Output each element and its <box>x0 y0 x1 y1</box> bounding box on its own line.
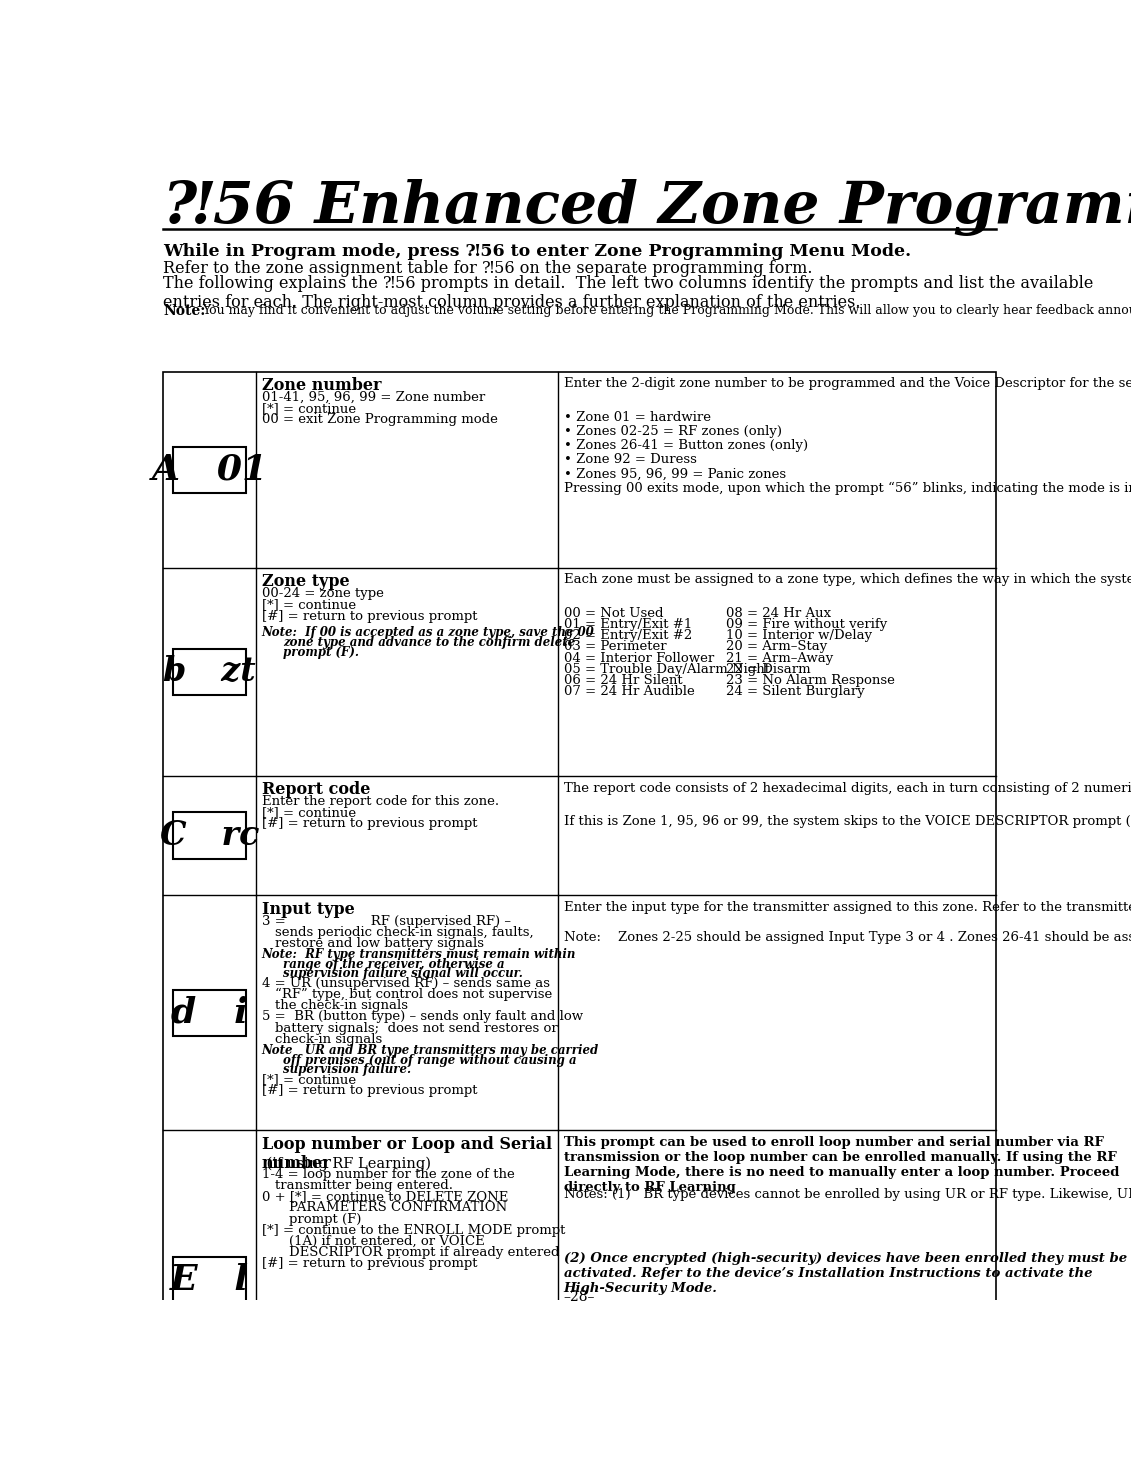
Text: 09 = Fire without verify: 09 = Fire without verify <box>726 618 888 631</box>
Text: zone type and advance to the confirm delete: zone type and advance to the confirm del… <box>283 636 576 649</box>
Text: off premises (out of range without causing a: off premises (out of range without causi… <box>283 1053 577 1067</box>
Text: [*] = continue: [*] = continue <box>261 402 355 415</box>
Text: (1A) if not entered, or VOICE: (1A) if not entered, or VOICE <box>288 1235 484 1248</box>
Text: A   01: A 01 <box>152 453 268 487</box>
Text: check-in signals: check-in signals <box>276 1033 382 1046</box>
Text: [#] = return to previous prompt: [#] = return to previous prompt <box>261 818 477 830</box>
Text: 10 = Interior w/Delay: 10 = Interior w/Delay <box>726 630 873 643</box>
Text: Zone number: Zone number <box>261 377 381 394</box>
Text: sends periodic check-in signals, faults,: sends periodic check-in signals, faults, <box>276 926 534 938</box>
Text: [*] = continue: [*] = continue <box>261 1072 355 1086</box>
Text: ⁈56 Enhanced Zone Programming Mode: ⁈56 Enhanced Zone Programming Mode <box>163 180 1131 237</box>
Text: 06 = 24 Hr Silent: 06 = 24 Hr Silent <box>563 674 682 687</box>
Text: prompt (F): prompt (F) <box>288 1213 361 1226</box>
Text: 03 = Perimeter: 03 = Perimeter <box>563 640 666 653</box>
Text: [*] = continue: [*] = continue <box>261 599 355 612</box>
Bar <box>173 447 247 492</box>
Text: Note:  If 00 is accepted as a zone type, save the 00: Note: If 00 is accepted as a zone type, … <box>261 627 594 640</box>
Text: Zone type: Zone type <box>261 573 349 590</box>
Text: transmitter being entered.: transmitter being entered. <box>276 1179 454 1192</box>
Text: The following explains the ⁈56 prompts in detail.  The left two columns identify: The following explains the ⁈56 prompts i… <box>163 275 1094 311</box>
Text: The report code consists of 2 hexadecimal digits, each in turn consisting of 2 n: The report code consists of 2 hexadecima… <box>563 782 1131 795</box>
Text: 21 = Arm–Away: 21 = Arm–Away <box>726 652 834 665</box>
Text: d   i: d i <box>171 996 248 1030</box>
Text: (if using RF Learning): (if using RF Learning) <box>261 1157 431 1172</box>
Text: 0 + [*] = continue to DELETE ZONE: 0 + [*] = continue to DELETE ZONE <box>261 1191 508 1204</box>
Text: 1-4 = loop number for the zone of the: 1-4 = loop number for the zone of the <box>261 1167 515 1180</box>
Text: Note   UR and BR type transmitters may be carried: Note UR and BR type transmitters may be … <box>261 1043 598 1056</box>
Text: You may find it convenient to adjust the volume setting before entering the Prog: You may find it convenient to adjust the… <box>201 304 1131 317</box>
Text: 23 = No Alarm Response: 23 = No Alarm Response <box>726 674 896 687</box>
Text: 22 = Disarm: 22 = Disarm <box>726 663 811 676</box>
Text: 5 =  BR (button type) – sends only fault and low: 5 = BR (button type) – sends only fault … <box>261 1011 582 1023</box>
Text: 00-24 = zone type: 00-24 = zone type <box>261 587 383 600</box>
Text: [*] = continue: [*] = continue <box>261 806 355 820</box>
Text: supervision failure.: supervision failure. <box>283 1064 412 1077</box>
Text: 20 = Arm–Stay: 20 = Arm–Stay <box>726 640 828 653</box>
Bar <box>173 649 247 695</box>
Text: Loop number or Loop and Serial
number: Loop number or Loop and Serial number <box>261 1135 552 1172</box>
Text: 01 = Entry/Exit #1: 01 = Entry/Exit #1 <box>563 618 692 631</box>
Text: Enter the input type for the transmitter assigned to this zone. Refer to the tra: Enter the input type for the transmitter… <box>563 900 1131 913</box>
Text: b   zt: b zt <box>163 656 256 688</box>
Text: Input type: Input type <box>261 900 354 918</box>
Text: PARAMETERS CONFIRMATION: PARAMETERS CONFIRMATION <box>288 1201 507 1214</box>
Text: 4 = UR (unsupervised RF) – sends same as: 4 = UR (unsupervised RF) – sends same as <box>261 977 550 991</box>
Text: 01-41, 95, 96, 99 = Zone number: 01-41, 95, 96, 99 = Zone number <box>261 392 485 403</box>
Text: [#] = return to previous prompt: [#] = return to previous prompt <box>261 1084 477 1097</box>
Text: Enter the 2-digit zone number to be programmed and the Voice Descriptor for the : Enter the 2-digit zone number to be prog… <box>563 377 1131 390</box>
Text: While in Program mode, press ⁈56 to enter Zone Programming Menu Mode.: While in Program mode, press ⁈56 to ente… <box>163 243 912 260</box>
Text: C   rc: C rc <box>159 820 259 852</box>
Text: • Zones 26-41 = Button zones (only): • Zones 26-41 = Button zones (only) <box>563 440 808 451</box>
Text: (2) Once encrypted (high-security) devices have been enrolled they must be activ: (2) Once encrypted (high-security) devic… <box>563 1252 1126 1294</box>
Text: • Zones 02-25 = RF zones (only): • Zones 02-25 = RF zones (only) <box>563 425 782 438</box>
Text: restore and low battery signals: restore and low battery signals <box>276 937 484 950</box>
Text: 24 = Silent Burglary: 24 = Silent Burglary <box>726 685 865 698</box>
Text: 07 = 24 Hr Audible: 07 = 24 Hr Audible <box>563 685 694 698</box>
Text: Each zone must be assigned to a zone type, which defines the way in which the sy: Each zone must be assigned to a zone typ… <box>563 573 1131 586</box>
Text: 00 = exit Zone Programming mode: 00 = exit Zone Programming mode <box>261 413 498 427</box>
Text: 04 = Interior Follower: 04 = Interior Follower <box>563 652 714 665</box>
Text: Note:    Zones 2-25 should be assigned Input Type 3 or 4 . Zones 26-41 should be: Note: Zones 2-25 should be assigned Inpu… <box>563 931 1131 944</box>
Text: E   l: E l <box>170 1264 249 1297</box>
Text: • Zone 92 = Duress: • Zone 92 = Duress <box>563 453 697 466</box>
Bar <box>173 1256 247 1303</box>
Text: prompt (F).: prompt (F). <box>283 646 360 659</box>
Text: Enter the report code for this zone.: Enter the report code for this zone. <box>261 795 499 808</box>
Text: 00 = Not Used: 00 = Not Used <box>563 606 663 619</box>
Text: “RF” type, but control does not supervise: “RF” type, but control does not supervis… <box>276 988 553 1001</box>
Text: [#] = return to previous prompt: [#] = return to previous prompt <box>261 1256 477 1270</box>
Text: [#] = return to previous prompt: [#] = return to previous prompt <box>261 609 477 622</box>
Text: [*] = continue to the ENROLL MODE prompt: [*] = continue to the ENROLL MODE prompt <box>261 1224 564 1236</box>
Text: Note:  RF type transmitters must remain within: Note: RF type transmitters must remain w… <box>261 948 576 961</box>
Text: 08 = 24 Hr Aux: 08 = 24 Hr Aux <box>726 606 831 619</box>
Text: Refer to the zone assignment table for ⁈56 on the separate programming form.: Refer to the zone assignment table for ⁈… <box>163 260 812 278</box>
Text: the check-in signals: the check-in signals <box>276 999 408 1012</box>
Text: Notes: (1)   BR type devices cannot be enrolled by using UR or RF type. Likewise: Notes: (1) BR type devices cannot be enr… <box>563 1188 1131 1201</box>
Text: 3 =                    RF (supervised RF) –: 3 = RF (supervised RF) – <box>261 915 510 928</box>
Text: If this is Zone 1, 95, 96 or 99, the system skips to the VOICE DESCRIPTOR prompt: If this is Zone 1, 95, 96 or 99, the sys… <box>563 815 1131 828</box>
Text: 02 = Entry/Exit #2: 02 = Entry/Exit #2 <box>563 630 692 643</box>
Text: battery signals;  does not send restores or: battery signals; does not send restores … <box>276 1021 559 1034</box>
Text: supervision failure signal will occur.: supervision failure signal will occur. <box>283 967 523 980</box>
Text: –28–: –28– <box>564 1290 595 1305</box>
Text: Note:: Note: <box>163 304 206 318</box>
Text: DESCRIPTOR prompt if already entered: DESCRIPTOR prompt if already entered <box>288 1246 559 1259</box>
Text: This prompt can be used to enroll loop number and serial number via RF transmiss: This prompt can be used to enroll loop n… <box>563 1135 1120 1194</box>
Text: • Zone 01 = hardwire: • Zone 01 = hardwire <box>563 411 710 424</box>
Text: Report code: Report code <box>261 782 370 798</box>
Text: Pressing 00 exits mode, upon which the prompt “56” blinks, indicating the mode i: Pressing 00 exits mode, upon which the p… <box>563 482 1131 495</box>
Text: 05 = Trouble Day/Alarm Night: 05 = Trouble Day/Alarm Night <box>563 663 770 676</box>
Text: range of the receiver, otherwise a: range of the receiver, otherwise a <box>283 957 504 970</box>
Bar <box>173 989 247 1036</box>
Text: • Zones 95, 96, 99 = Panic zones: • Zones 95, 96, 99 = Panic zones <box>563 468 786 481</box>
Bar <box>173 812 247 859</box>
